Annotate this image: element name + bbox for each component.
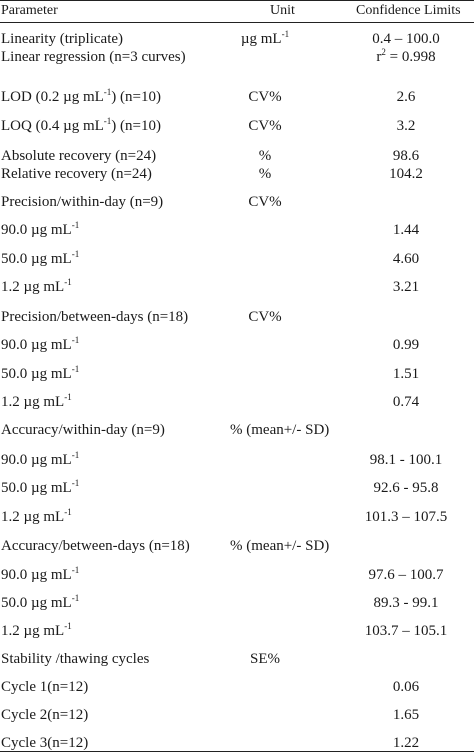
row-unit: SE% (250, 651, 280, 667)
row-value: 103.7 – 105.1 (364, 623, 448, 639)
row-parameter: 1.2 µg mL-1 (1, 392, 72, 411)
row-parameter: 1.2 µg mL-1 (1, 621, 72, 640)
row-unit: % (258, 148, 272, 164)
row-value: 1.65 (392, 707, 420, 723)
row-unit: CV% (248, 309, 282, 325)
row-parameter: 90.0 µg mL-1 (1, 220, 80, 239)
row-value: 101.3 – 107.5 (364, 509, 448, 525)
row-parameter: LOQ (0.4 µg mL-1) (n=10) (1, 116, 161, 135)
row-parameter: Cycle 3(n=12) (1, 735, 89, 751)
row-parameter: 90.0 µg mL-1 (1, 335, 80, 354)
row-unit: % (mean+/- SD) (230, 422, 330, 438)
row-unit: % (mean+/- SD) (230, 538, 330, 554)
row-parameter: 50.0 µg mL-1 (1, 593, 80, 612)
row-value: 3.21 (392, 279, 420, 295)
row-parameter: Accuracy/between-days (n=18) (1, 538, 190, 554)
row-parameter: Precision/between-days (n=18) (1, 309, 189, 325)
row-value: 1.44 (392, 222, 420, 238)
row-parameter: LOD (0.2 µg mL-1) (n=10) (1, 87, 161, 106)
row-value: 1.22 (392, 735, 420, 751)
header-unit: Unit (270, 3, 295, 18)
row-parameter: 50.0 µg mL-1 (1, 249, 80, 268)
row-value: 98.1 - 100.1 (369, 452, 443, 468)
row-parameter: 50.0 µg mL-1 (1, 478, 80, 497)
header-parameter: Parameter (1, 3, 58, 18)
row-parameter: Cycle 1(n=12) (1, 679, 89, 695)
row-parameter: 50.0 µg mL-1 (1, 364, 80, 383)
row-parameter: Linearity (triplicate) (1, 31, 124, 47)
row-value: 1.51 (392, 366, 420, 382)
row-parameter: Stability /thawing cycles (1, 651, 150, 667)
row-parameter: Absolute recovery (n=24) (1, 148, 157, 164)
row-value: 0.06 (392, 679, 420, 695)
top-rule (0, 0, 474, 1)
row-value: 92.6 - 95.8 (373, 480, 439, 496)
row-unit: CV% (248, 194, 282, 210)
header-rule (0, 22, 474, 23)
row-value: 98.6 (392, 148, 420, 164)
row-parameter: Accuracy/within-day (n=9) (1, 422, 165, 438)
row-value: 0.4 – 100.0 (372, 31, 440, 47)
row-value: 4.60 (392, 251, 420, 267)
row-parameter: 1.2 µg mL-1 (1, 277, 72, 296)
row-unit: CV% (248, 89, 282, 105)
row-value: 0.74 (392, 394, 420, 410)
row-parameter: 90.0 µg mL-1 (1, 565, 80, 584)
row-unit: % (258, 166, 272, 182)
row-value: r2 = 0.998 (376, 47, 436, 66)
row-parameter: 1.2 µg mL-1 (1, 507, 72, 526)
row-value: 104.2 (389, 166, 423, 182)
row-value: 89.3 - 99.1 (373, 595, 439, 611)
row-parameter: Cycle 2(n=12) (1, 707, 89, 723)
row-value: 3.2 (396, 118, 416, 134)
row-value: 2.6 (396, 89, 416, 105)
row-parameter: Relative recovery (n=24) (1, 166, 152, 182)
row-value: 0.99 (392, 337, 420, 353)
header-limits: Confidence Limits (356, 3, 461, 18)
row-value: 97.6 – 100.7 (368, 567, 444, 583)
row-parameter: Linear regression (n=3 curves) (1, 49, 186, 65)
row-unit: CV% (248, 118, 282, 134)
row-parameter: 90.0 µg mL-1 (1, 450, 80, 469)
row-unit: µg mL-1 (240, 29, 290, 48)
row-parameter: Precision/within-day (n=9) (1, 194, 164, 210)
